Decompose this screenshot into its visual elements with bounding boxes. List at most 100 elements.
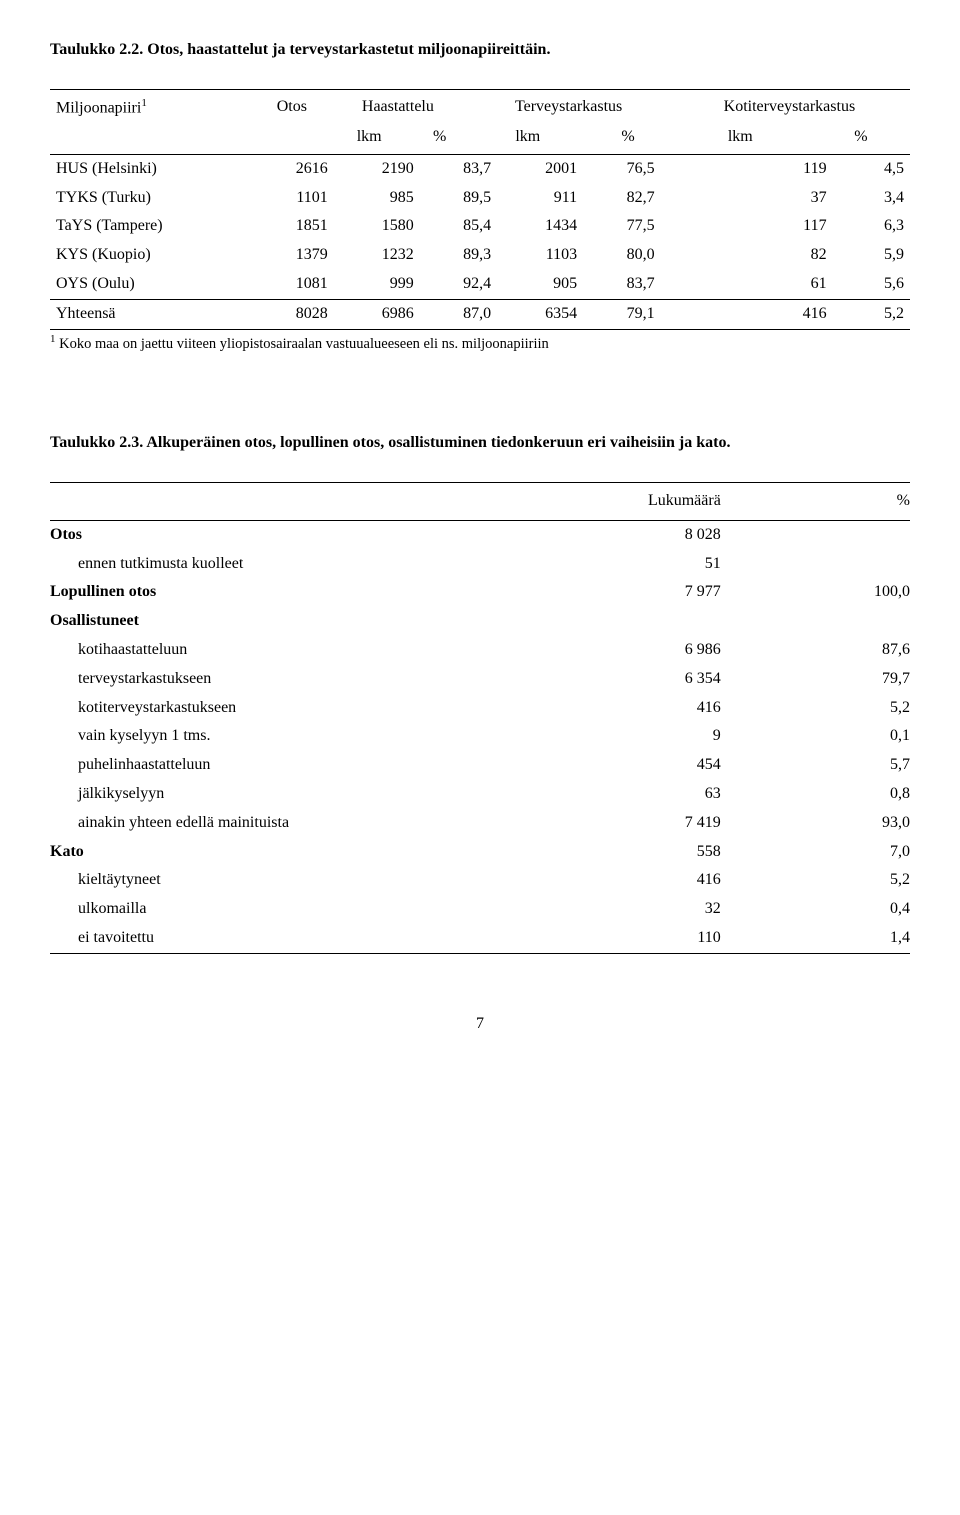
table-cell: 3,4 — [833, 184, 910, 213]
table-cell-pct — [721, 550, 910, 579]
table-cell-value: 416 — [532, 694, 721, 723]
t22-total-c7: 5,2 — [833, 300, 910, 329]
table-cell: 911 — [497, 184, 583, 213]
table-row: kotihaastatteluun6 98687,6 — [50, 636, 910, 665]
table-22-header-row-2: lkm % lkm % lkm % — [50, 123, 910, 154]
t22-total-c6: 416 — [661, 300, 833, 329]
table-cell: 999 — [334, 270, 420, 299]
table-cell: 1580 — [334, 212, 420, 241]
table-cell: 89,5 — [420, 184, 497, 213]
table-22-body: HUS (Helsinki)2616219083,7200176,51194,5… — [50, 155, 910, 299]
table-cell-pct: 100,0 — [721, 578, 910, 607]
table-22-title: Taulukko 2.2. Otos, haastattelut ja terv… — [50, 40, 910, 61]
table-cell: 1379 — [256, 241, 333, 270]
t22-h-tt: Terveystarkastus — [468, 90, 668, 123]
t22-total-c1: 8028 — [256, 300, 333, 329]
table-cell: 5,6 — [833, 270, 910, 299]
table-cell-pct: 0,8 — [721, 780, 910, 809]
table-cell-pct — [721, 607, 910, 636]
table-cell-label: Otos — [50, 521, 532, 550]
table-23-rule-bottom — [50, 953, 910, 954]
t23-h-c2: % — [721, 483, 910, 520]
table-22-header-row-1: Miljoonapiiri1 Otos Haastattelu Terveyst… — [50, 90, 910, 123]
table-row: Lopullinen otos7 977100,0 — [50, 578, 910, 607]
table-cell-label: kieltäytyneet — [50, 866, 532, 895]
t22-h-col0-text: Miljoonapiiri — [56, 99, 141, 116]
table-cell: 2190 — [334, 155, 420, 184]
table-cell: 85,4 — [420, 212, 497, 241]
table-cell: 985 — [334, 184, 420, 213]
table-row: ei tavoitettu1101,4 — [50, 924, 910, 953]
table-22-total: Yhteensä 8028 6986 87,0 6354 79,1 416 5,… — [50, 300, 910, 329]
table-row: kieltäytyneet4165,2 — [50, 866, 910, 895]
t22-fn-text: Koko maa on jaettu viiteen yliopistosair… — [56, 335, 549, 351]
table-cell: 80,0 — [583, 241, 660, 270]
table-cell-value: 6 354 — [532, 665, 721, 694]
table-cell: 77,5 — [583, 212, 660, 241]
table-cell-label: Kato — [50, 838, 532, 867]
table-cell: 1434 — [497, 212, 583, 241]
table-cell-label: kotiterveystarkastukseen — [50, 694, 532, 723]
table-row: Yhteensä 8028 6986 87,0 6354 79,1 416 5,… — [50, 300, 910, 329]
table-cell-pct: 79,7 — [721, 665, 910, 694]
table-row: TaYS (Tampere)1851158085,4143477,51176,3 — [50, 212, 910, 241]
table-22: Miljoonapiiri1 Otos Haastattelu Terveyst… — [50, 90, 910, 154]
table-row: terveystarkastukseen6 35479,7 — [50, 665, 910, 694]
table-cell: TaYS (Tampere) — [50, 212, 256, 241]
table-cell: TYKS (Turku) — [50, 184, 256, 213]
table-cell-value: 32 — [532, 895, 721, 924]
table-row: Osallistuneet — [50, 607, 910, 636]
table-cell: 82,7 — [583, 184, 660, 213]
table-cell-value — [532, 607, 721, 636]
t22-sub-lkm-2: lkm — [468, 123, 587, 154]
t23-h-c1: Lukumäärä — [532, 483, 721, 520]
table-cell-label: puhelinhaastatteluun — [50, 751, 532, 780]
table-cell: OYS (Oulu) — [50, 270, 256, 299]
table-cell-label: ainakin yhteen edellä mainituista — [50, 809, 532, 838]
t22-sub-pct-1: % — [411, 123, 468, 154]
t22-total-label: Yhteensä — [50, 300, 256, 329]
table-cell: 92,4 — [420, 270, 497, 299]
table-cell: 6,3 — [833, 212, 910, 241]
t22-sub-pct-3: % — [812, 123, 910, 154]
table-cell: 2001 — [497, 155, 583, 184]
table-cell-pct: 5,7 — [721, 751, 910, 780]
table-cell-pct: 7,0 — [721, 838, 910, 867]
table-22-rule-bottom — [50, 329, 910, 330]
table-row: vain kyselyyn 1 tms.90,1 — [50, 722, 910, 751]
table-cell-label: terveystarkastukseen — [50, 665, 532, 694]
table-row: TYKS (Turku)110198589,591182,7373,4 — [50, 184, 910, 213]
table-cell-value: 7 419 — [532, 809, 721, 838]
table-row: jälkikyselyyn630,8 — [50, 780, 910, 809]
table-cell-pct: 5,2 — [721, 694, 910, 723]
table-cell-pct: 0,1 — [721, 722, 910, 751]
table-cell: 37 — [661, 184, 833, 213]
table-row: KYS (Kuopio)1379123289,3110380,0825,9 — [50, 241, 910, 270]
t22-h-otos: Otos — [256, 90, 327, 123]
table-cell: 117 — [661, 212, 833, 241]
t22-sub-lkm-3: lkm — [669, 123, 812, 154]
table-cell: 83,7 — [420, 155, 497, 184]
table-cell-value: 63 — [532, 780, 721, 809]
t22-h-haast: Haastattelu — [327, 90, 468, 123]
table-23-header-row: Lukumäärä % — [50, 483, 910, 520]
table-cell-value: 454 — [532, 751, 721, 780]
table-cell: 2616 — [256, 155, 333, 184]
table-cell-pct: 93,0 — [721, 809, 910, 838]
t22-h-ktt: Kotiterveystarkastus — [669, 90, 910, 123]
table-cell-pct: 5,2 — [721, 866, 910, 895]
table-cell: KYS (Kuopio) — [50, 241, 256, 270]
table-23-head: Lukumäärä % — [50, 483, 910, 520]
table-cell-value: 6 986 — [532, 636, 721, 665]
page-number: 7 — [50, 1014, 910, 1035]
t22-sub-pct-2: % — [587, 123, 669, 154]
table-cell: 83,7 — [583, 270, 660, 299]
table-cell-value: 7 977 — [532, 578, 721, 607]
table-cell-label: kotihaastatteluun — [50, 636, 532, 665]
table-row: Kato5587,0 — [50, 838, 910, 867]
table-23-body: Otos8 028ennen tutkimusta kuolleet51Lopu… — [50, 521, 910, 953]
table-row: ulkomailla320,4 — [50, 895, 910, 924]
table-row: HUS (Helsinki)2616219083,7200176,51194,5 — [50, 155, 910, 184]
table-cell-label: ulkomailla — [50, 895, 532, 924]
table-cell: 1851 — [256, 212, 333, 241]
